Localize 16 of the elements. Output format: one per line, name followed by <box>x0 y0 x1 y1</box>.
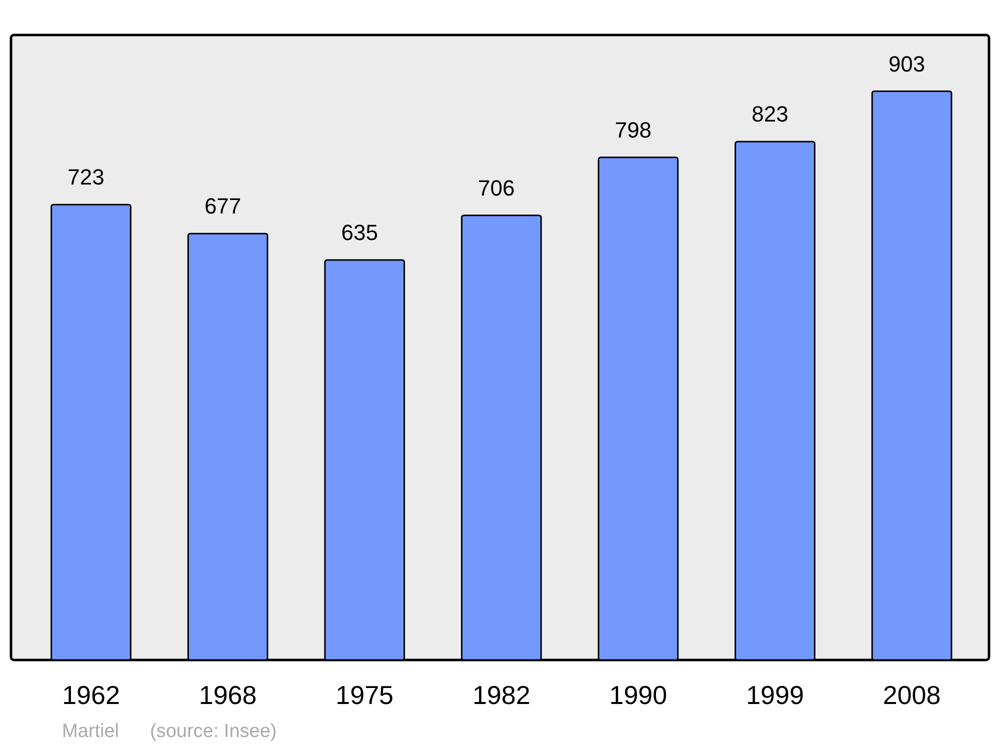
x-tick-label: 1962 <box>62 680 120 710</box>
x-tick-label: 1990 <box>609 680 668 710</box>
x-tick-label: 1968 <box>198 680 257 710</box>
data-label: 903 <box>888 51 926 76</box>
data-label: 635 <box>341 220 378 246</box>
data-label: 823 <box>752 102 788 127</box>
text: (source: Insee) <box>150 721 277 742</box>
text: Martiel <box>62 721 120 742</box>
x-tick-label: 1975 <box>336 680 394 710</box>
data-label: 798 <box>614 117 652 142</box>
data-label: 723 <box>68 164 104 190</box>
data-label: 706 <box>478 175 515 200</box>
x-tick-label: 1982 <box>472 680 530 710</box>
x-tick-label: 1999 <box>746 680 804 710</box>
data-label: 677 <box>204 194 242 219</box>
x-tick-label: 2008 <box>882 680 941 710</box>
